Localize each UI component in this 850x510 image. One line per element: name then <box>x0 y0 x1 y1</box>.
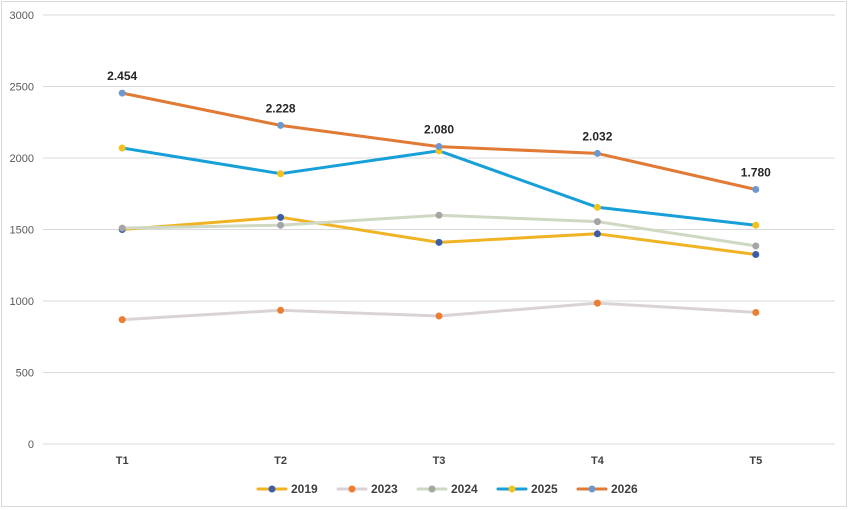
data-point-2024 <box>593 218 601 226</box>
legend-marker-2026 <box>588 485 596 493</box>
data-point-2023 <box>277 306 285 314</box>
legend-label-2023: 2023 <box>371 482 398 496</box>
data-label-2026: 1.780 <box>741 165 771 179</box>
legend-marker-2023 <box>348 485 356 493</box>
y-tick-label: 0 <box>28 439 34 451</box>
legend-label-2025: 2025 <box>531 482 558 496</box>
data-point-2026 <box>118 89 126 97</box>
data-label-2026: 2.454 <box>107 69 137 83</box>
legend-label-2026: 2026 <box>611 482 638 496</box>
legend-label-2019: 2019 <box>291 482 318 496</box>
data-point-2023 <box>752 308 760 316</box>
legend-marker-2019 <box>268 485 276 493</box>
data-point-2025 <box>118 144 126 152</box>
data-label-2026: 2.228 <box>266 101 296 115</box>
x-tick-label: T1 <box>116 455 129 467</box>
data-point-2026 <box>277 121 285 129</box>
data-point-2023 <box>118 316 126 324</box>
y-tick-label: 3000 <box>10 10 34 22</box>
y-tick-label: 1500 <box>10 225 34 237</box>
data-point-2026 <box>752 185 760 193</box>
data-point-2025 <box>593 203 601 211</box>
data-point-2023 <box>593 299 601 307</box>
data-point-2024 <box>752 242 760 250</box>
legend-label-2024: 2024 <box>451 482 478 496</box>
data-label-2026: 2.032 <box>582 129 612 143</box>
data-point-2026 <box>435 143 443 151</box>
series-line-2019 <box>120 215 758 256</box>
data-point-2023 <box>435 312 443 320</box>
x-tick-label: T5 <box>749 455 762 467</box>
data-point-2019 <box>752 251 760 259</box>
data-label-2026: 2.080 <box>424 123 454 137</box>
y-tick-label: 500 <box>16 368 34 380</box>
data-point-2025 <box>277 170 285 178</box>
legend-marker-2025 <box>508 485 516 493</box>
data-point-2026 <box>593 149 601 157</box>
data-point-2024 <box>277 221 285 229</box>
legend-marker-2024 <box>428 485 436 493</box>
y-tick-label: 2000 <box>10 153 34 165</box>
x-tick-label: T3 <box>433 455 446 467</box>
series-line-2026 <box>120 91 758 191</box>
data-point-2024 <box>435 211 443 219</box>
data-point-2019 <box>435 238 443 246</box>
y-tick-label: 1000 <box>10 296 34 308</box>
y-tick-label: 2500 <box>10 82 34 94</box>
data-point-2024 <box>118 224 126 232</box>
x-tick-label: T2 <box>274 455 287 467</box>
data-point-2025 <box>752 221 760 229</box>
x-tick-label: T4 <box>591 455 605 467</box>
data-point-2019 <box>593 230 601 238</box>
data-point-2019 <box>277 213 285 221</box>
